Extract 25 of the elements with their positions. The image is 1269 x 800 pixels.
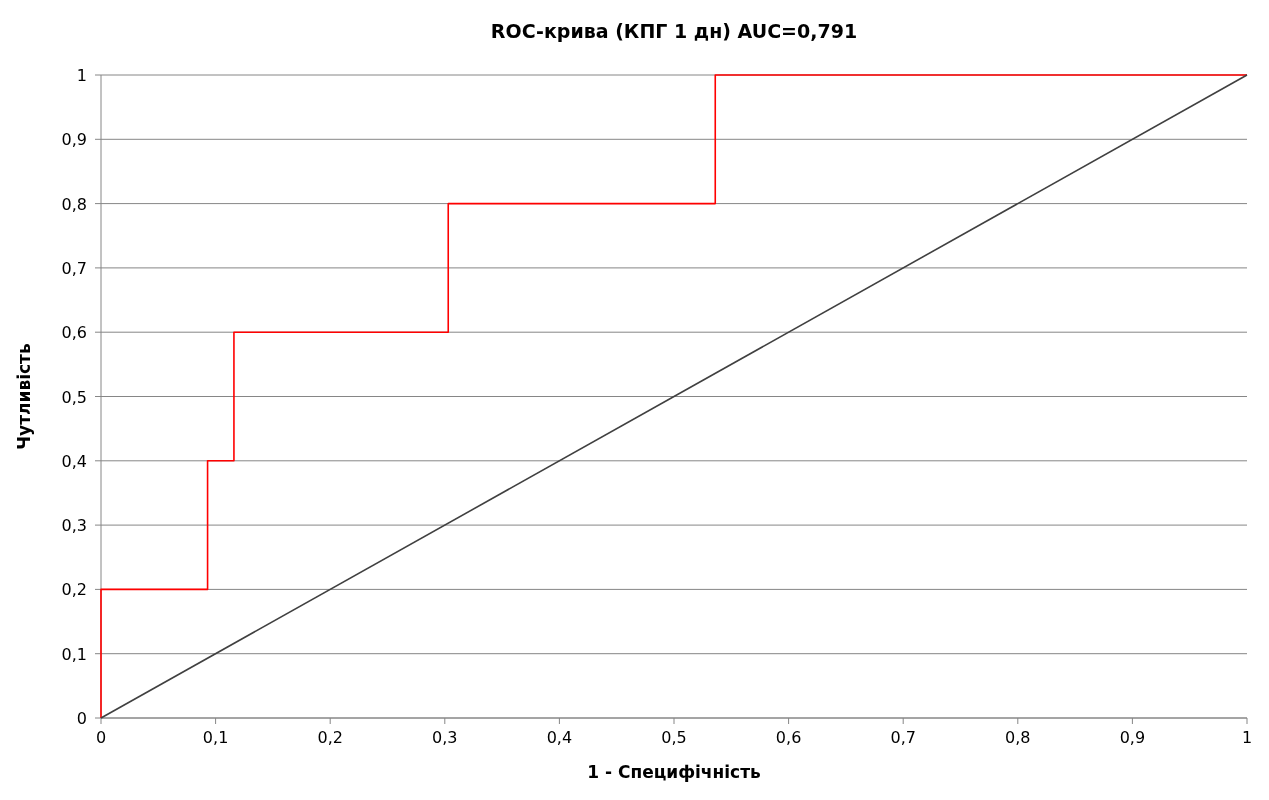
x-axis-title: 1 - Специфічність: [587, 762, 761, 782]
x-tick-label: 0,4: [546, 728, 573, 747]
x-tick-label: 0,7: [890, 728, 916, 747]
chart-title: ROC-крива (КПГ 1 дн) AUC=0,791: [490, 20, 858, 42]
x-tick-label: 0: [95, 728, 107, 747]
y-tick-label: 0: [76, 709, 87, 728]
y-tick-label: 0,3: [61, 516, 87, 536]
y-tick-label: 0,1: [61, 644, 87, 664]
y-tick-label: 1: [76, 66, 87, 85]
y-tick-label: 0,9: [61, 130, 87, 150]
x-tick-label: 0,9: [1119, 728, 1146, 747]
y-tick-label: 0,4: [61, 451, 87, 471]
y-tick-label: 0,8: [61, 194, 87, 214]
y-tick-label: 0,2: [61, 580, 87, 600]
x-tick-label: 1: [1241, 728, 1253, 747]
x-tick-label: 0,3: [432, 728, 458, 747]
x-tick-label: 0,1: [202, 728, 229, 747]
x-tick-label: 0,6: [775, 728, 802, 747]
y-tick-label: 0,6: [61, 323, 87, 343]
y-axis-title: Чутливість: [14, 343, 34, 450]
y-tick-label: 0,7: [61, 258, 87, 278]
x-tick-label: 0,8: [1005, 728, 1031, 747]
x-tick-label: 0,5: [661, 728, 687, 747]
x-tick-label: 0,2: [317, 728, 343, 747]
y-tick-label: 0,5: [61, 387, 87, 407]
